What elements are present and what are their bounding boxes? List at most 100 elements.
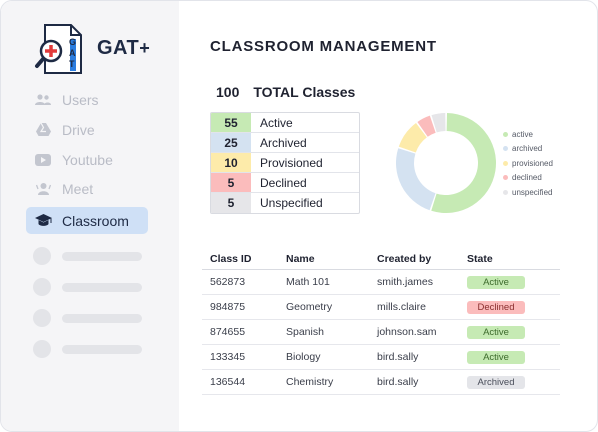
status-label: Unspecified	[260, 196, 323, 210]
created-by-cell: mills.claire	[377, 301, 427, 313]
donut-slice-archived[interactable]	[396, 148, 436, 211]
donut-slice-declined[interactable]	[417, 115, 436, 137]
class-name-cell: Geometry	[286, 301, 333, 313]
placeholder-dot	[33, 278, 51, 296]
legend-label: provisioned	[512, 158, 553, 168]
placeholder-bar	[62, 251, 142, 261]
sidebar-item-meet[interactable]: Meet	[26, 175, 148, 202]
sidebar: G A T GAT+ Users Drive	[1, 1, 179, 431]
status-row-provisioned[interactable]: 10 Provisioned	[211, 153, 359, 173]
placeholder-nav-item	[33, 340, 142, 358]
sidebar-item-classroom[interactable]: Classroom	[26, 207, 148, 234]
placeholder-dot	[33, 247, 51, 265]
legend-swatch	[503, 131, 508, 137]
state-badge: Active	[467, 350, 525, 364]
state-badge: Active	[467, 325, 525, 339]
brand-name: GAT+	[97, 37, 150, 60]
created-by-cell: bird.sally	[377, 351, 419, 363]
placeholder-bar	[62, 282, 142, 292]
drive-icon	[34, 121, 52, 139]
page-title: CLASSROOM MANAGEMENT	[210, 38, 437, 55]
status-count: 25	[211, 133, 251, 152]
sidebar-item-drive[interactable]: Drive	[26, 116, 148, 143]
status-row-active[interactable]: 55 Active	[211, 113, 359, 133]
placeholder-nav-item	[33, 247, 142, 265]
total-count: 100	[216, 84, 240, 100]
state-cell: Declined	[467, 300, 560, 314]
sidebar-item-label: Drive	[62, 121, 95, 138]
logo-letter-a: A	[69, 48, 76, 58]
state-cell: Active	[467, 350, 560, 364]
state-badge: Archived	[467, 375, 525, 389]
placeholder-bar	[62, 313, 142, 323]
legend-label: active	[512, 129, 533, 139]
sidebar-item-label: Meet	[62, 180, 94, 197]
legend-label: unspecified	[512, 187, 553, 197]
class-state-donut-chart	[396, 113, 496, 213]
total-classes: 100 TOTAL Classes	[216, 84, 355, 100]
class-name-cell: Math 101	[286, 276, 330, 288]
table-row[interactable]: 562873 Math 101 smith.james Active	[202, 270, 560, 295]
sidebar-item-label: Classroom	[62, 212, 129, 229]
logo-letter-g: G	[69, 37, 76, 47]
placeholder-nav-item	[33, 309, 142, 327]
sidebar-item-label: Users	[62, 91, 99, 108]
legend-item-unspecified[interactable]: unspecified	[503, 185, 553, 200]
column-header-created-by[interactable]: Created by	[377, 253, 432, 265]
state-cell: Active	[467, 325, 560, 339]
class-name-cell: Spanish	[286, 326, 324, 338]
created-by-cell: bird.sally	[377, 376, 419, 388]
legend-swatch	[503, 189, 508, 195]
sidebar-item-label: Youtube	[62, 151, 113, 168]
donut-slice-provisioned[interactable]	[398, 122, 427, 153]
placeholder-nav-item	[33, 278, 142, 296]
class-name-cell: Biology	[286, 351, 321, 363]
table-row[interactable]: 133345 Biology bird.sally Active	[202, 345, 560, 370]
chart-legend: active archived provisioned declined unspeci…	[503, 127, 553, 200]
status-row-unspecified[interactable]: 5 Unspecified	[211, 193, 359, 213]
class-id-cell: 136544	[210, 376, 246, 388]
gat-logo-icon: G A T	[35, 24, 82, 74]
sidebar-item-users[interactable]: Users	[26, 86, 148, 113]
status-row-declined[interactable]: 5 Declined	[211, 173, 359, 193]
donut-slice-active[interactable]	[431, 113, 496, 213]
placeholder-dot	[33, 340, 51, 358]
state-cell: Active	[467, 275, 560, 289]
status-row-archived[interactable]: 25 Archived	[211, 133, 359, 153]
class-name-cell: Chemistry	[286, 376, 334, 388]
sidebar-item-youtube[interactable]: Youtube	[26, 146, 148, 173]
table-header: Class ID Name Created by State	[202, 249, 560, 270]
placeholder-dot	[33, 309, 51, 327]
table-row[interactable]: 136544 Chemistry bird.sally Archived	[202, 370, 560, 395]
legend-item-provisioned[interactable]: provisioned	[503, 156, 553, 171]
column-header-name[interactable]: Name	[286, 253, 315, 265]
graduation-cap-icon	[34, 212, 52, 230]
legend-item-active[interactable]: active	[503, 127, 553, 142]
class-id-cell: 984875	[210, 301, 246, 313]
gat-logo[interactable]: G A T GAT+	[33, 21, 163, 77]
column-header-state[interactable]: State	[467, 253, 493, 265]
legend-swatch	[503, 175, 508, 181]
class-id-cell: 874655	[210, 326, 246, 338]
state-cell: Archived	[467, 375, 560, 389]
table-row[interactable]: 874655 Spanish johnson.sam Active	[202, 320, 560, 345]
logo-letter-t: T	[69, 59, 75, 69]
state-badge: Active	[467, 275, 525, 289]
legend-item-declined[interactable]: declined	[503, 171, 553, 186]
column-header-class-id[interactable]: Class ID	[210, 253, 252, 265]
table-row[interactable]: 984875 Geometry mills.claire Declined	[202, 295, 560, 320]
main-content: CLASSROOM MANAGEMENT 100 TOTAL Classes 55…	[179, 1, 597, 431]
status-count: 10	[211, 153, 251, 172]
legend-item-archived[interactable]: archived	[503, 142, 553, 157]
total-label: TOTAL Classes	[253, 84, 356, 100]
legend-label: declined	[512, 173, 542, 183]
class-id-cell: 562873	[210, 276, 246, 288]
classes-table: Class ID Name Created by State 562873 Mat…	[202, 249, 560, 395]
status-count: 5	[211, 173, 251, 192]
donut-slice-unspecified[interactable]	[431, 113, 446, 133]
status-label: Declined	[260, 175, 307, 190]
status-summary-table: 55 Active 25 Archived 10 Provisioned 5 D…	[210, 112, 360, 214]
state-badge: Declined	[467, 300, 525, 314]
status-label: Provisioned	[260, 155, 323, 170]
